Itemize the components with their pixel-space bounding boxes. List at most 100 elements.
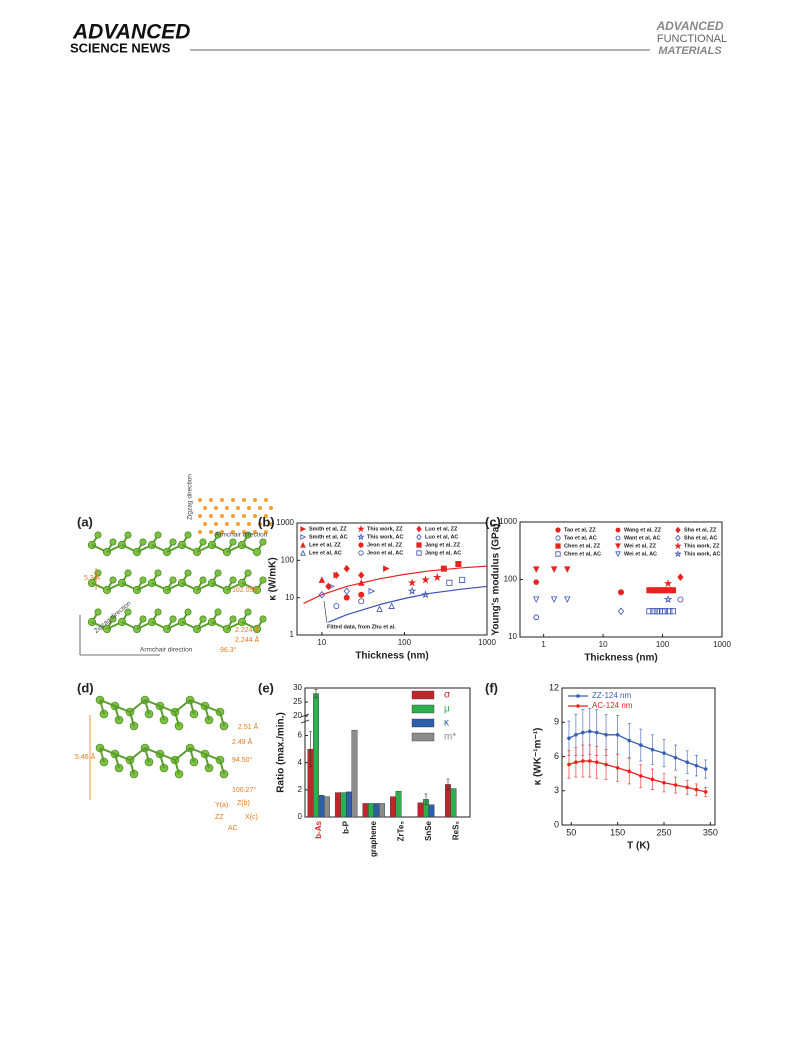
legend-marker [675,526,681,534]
bond [99,747,105,763]
y-axis-label: Young's modulus (GPa) [491,523,502,635]
lattice-atom [225,522,229,526]
data-point [574,760,578,765]
bond [144,747,161,755]
data-point [653,608,660,615]
data-point [333,571,340,579]
annotation: 102.095° [232,586,260,594]
data-point [421,590,430,599]
data-point [662,751,666,755]
lattice-atom [236,506,240,510]
data-point [670,587,677,594]
legend-label: κ [444,718,450,729]
bond [129,699,146,713]
y-tick-label: 1 [290,630,295,639]
data-point [358,591,365,598]
annotation: 94.50° [232,756,253,764]
bond [144,747,150,763]
data-point [604,733,608,737]
annotation: 2.51 Å [238,722,259,731]
lattice-atom [231,498,235,502]
bond [189,699,195,715]
annotation: ZZ [215,814,224,821]
legend-label: Wei et al, ZZ [624,543,657,549]
lattice-atom [231,530,235,534]
annotation: Armchair direction [140,647,193,654]
x-axis-label: Thickness (nm) [355,651,428,662]
bond [174,711,180,727]
atom [199,576,207,584]
legend-label: Chen et al, AC [564,551,601,557]
annotation: Armchair direction [215,532,268,539]
atom [184,531,192,539]
atom [214,569,222,577]
data-point [343,587,350,595]
atom [169,576,177,584]
bond [204,753,221,761]
legend-swatch [411,704,435,714]
legend-label: Wei et al, AC [624,551,657,557]
bond [204,753,210,769]
x-axis-label: T (K) [627,841,650,852]
legend-marker [576,694,580,698]
x-tick-label: graphene [369,820,378,857]
logo-line1: ADVANCED [72,21,190,44]
data-point [650,608,657,615]
atom [252,585,262,595]
legend-label: Lee et al, ZZ [309,542,341,548]
legend-marker [300,541,306,548]
series-line [568,730,706,770]
data-point [685,785,689,790]
annotation: Z(b) [237,800,250,807]
data-point [588,729,592,734]
lattice-atom [264,498,268,502]
data-point [650,747,655,752]
data-point [639,774,643,778]
panel-label: (e) [258,680,274,695]
legend-marker [615,543,621,550]
plot-frame [561,687,716,826]
legend-label: ZZ-124 nm [592,691,631,700]
legend-label: Jang et al, ZZ [425,542,461,548]
lattice-atom [253,498,257,502]
bar [324,796,330,818]
legend-marker [555,527,561,533]
bar [373,803,380,818]
lattice-atom [209,498,213,502]
lattice-atom [220,530,224,534]
y-tick-label: 100 [281,555,295,564]
legend-marker [416,525,422,533]
lattice-atom [253,514,257,518]
annotation: AC [228,825,238,832]
data-point [581,730,585,735]
panel-label: (b) [258,514,275,529]
bond [159,705,176,713]
data-point [627,738,632,743]
legend-label: This work, ZZ [367,526,403,532]
legend-label: Chen et al, ZZ [564,543,601,549]
y-tick-label: 12 [549,682,559,692]
structure-drawings [79,498,273,800]
bond [144,699,161,707]
data-point [639,743,643,747]
annotation: 5.46 Å [75,752,96,761]
annotation: 2.244 Å [235,635,259,644]
data-point [673,755,678,760]
legend-label: Smith et al, ZZ [309,526,347,532]
bond [129,747,146,761]
annotation: Fitted data, from Zhu et al. [327,624,396,630]
atom [199,538,207,546]
atom [94,608,102,616]
bond [189,747,195,763]
legend-label: Sha et al, ZZ [684,527,717,533]
data-point [533,614,540,620]
data-point [670,608,677,615]
data-point [564,566,571,573]
data-point [358,598,365,605]
lattice-atom [253,530,257,534]
atom [252,624,262,634]
legend-marker [615,535,621,541]
journal-line1: ADVANCED [655,19,723,33]
bar [313,693,319,818]
